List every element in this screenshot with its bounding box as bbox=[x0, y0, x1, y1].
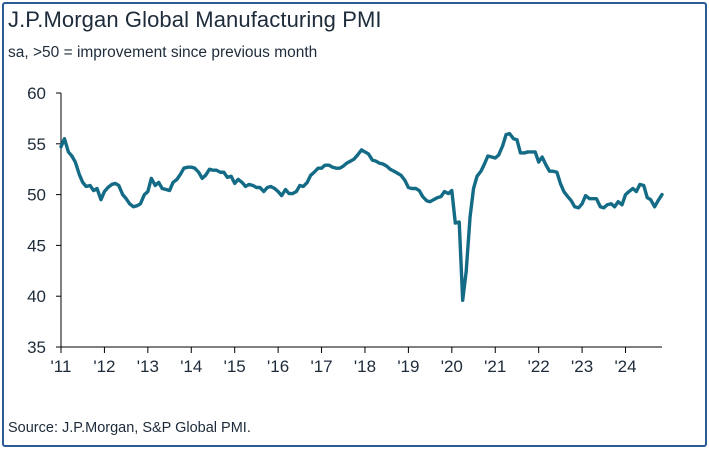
source-note: Source: J.P.Morgan, S&P Global PMI. bbox=[8, 420, 251, 436]
y-tick-label-45: 45 bbox=[27, 236, 46, 255]
x-tick-label-2024: '24 bbox=[614, 357, 636, 376]
chart-subtitle: sa, >50 = improvement since previous mon… bbox=[8, 44, 318, 61]
x-tick-label-2019: '19 bbox=[397, 357, 419, 376]
x-tick-label-2017: '17 bbox=[310, 357, 332, 376]
x-axis-ticks: '11 '12 '13 '14 '15 '16 '17 '18 '19 '20 '21 '22 '23 '… bbox=[51, 347, 637, 376]
x-tick-label-2014: '14 bbox=[180, 357, 202, 376]
x-tick-label-2013: '13 bbox=[137, 357, 159, 376]
x-tick-label-2015: '15 bbox=[224, 357, 246, 376]
y-tick-label-35: 35 bbox=[27, 338, 46, 357]
y-tick-label-55: 55 bbox=[27, 135, 46, 154]
x-tick-label-2018: '18 bbox=[354, 357, 376, 376]
x-tick-label-2023: '23 bbox=[571, 357, 593, 376]
x-tick-label-2021: '21 bbox=[484, 357, 506, 376]
y-tick-label-60: 60 bbox=[27, 84, 46, 103]
chart-title: J.P.Morgan Global Manufacturing PMI bbox=[8, 7, 382, 32]
x-tick-label-2022: '22 bbox=[528, 357, 550, 376]
pmi-series-line bbox=[59, 131, 664, 302]
x-tick-label-2012: '12 bbox=[93, 357, 115, 376]
x-tick-label-2011: '11 bbox=[51, 357, 72, 376]
x-tick-label-2020: '20 bbox=[441, 357, 463, 376]
y-tick-label-40: 40 bbox=[27, 287, 46, 306]
y-tick-label-50: 50 bbox=[27, 186, 46, 205]
x-tick-label-2016: '16 bbox=[267, 357, 289, 376]
y-axis-ticks: 35 40 45 50 55 60 bbox=[27, 84, 61, 357]
